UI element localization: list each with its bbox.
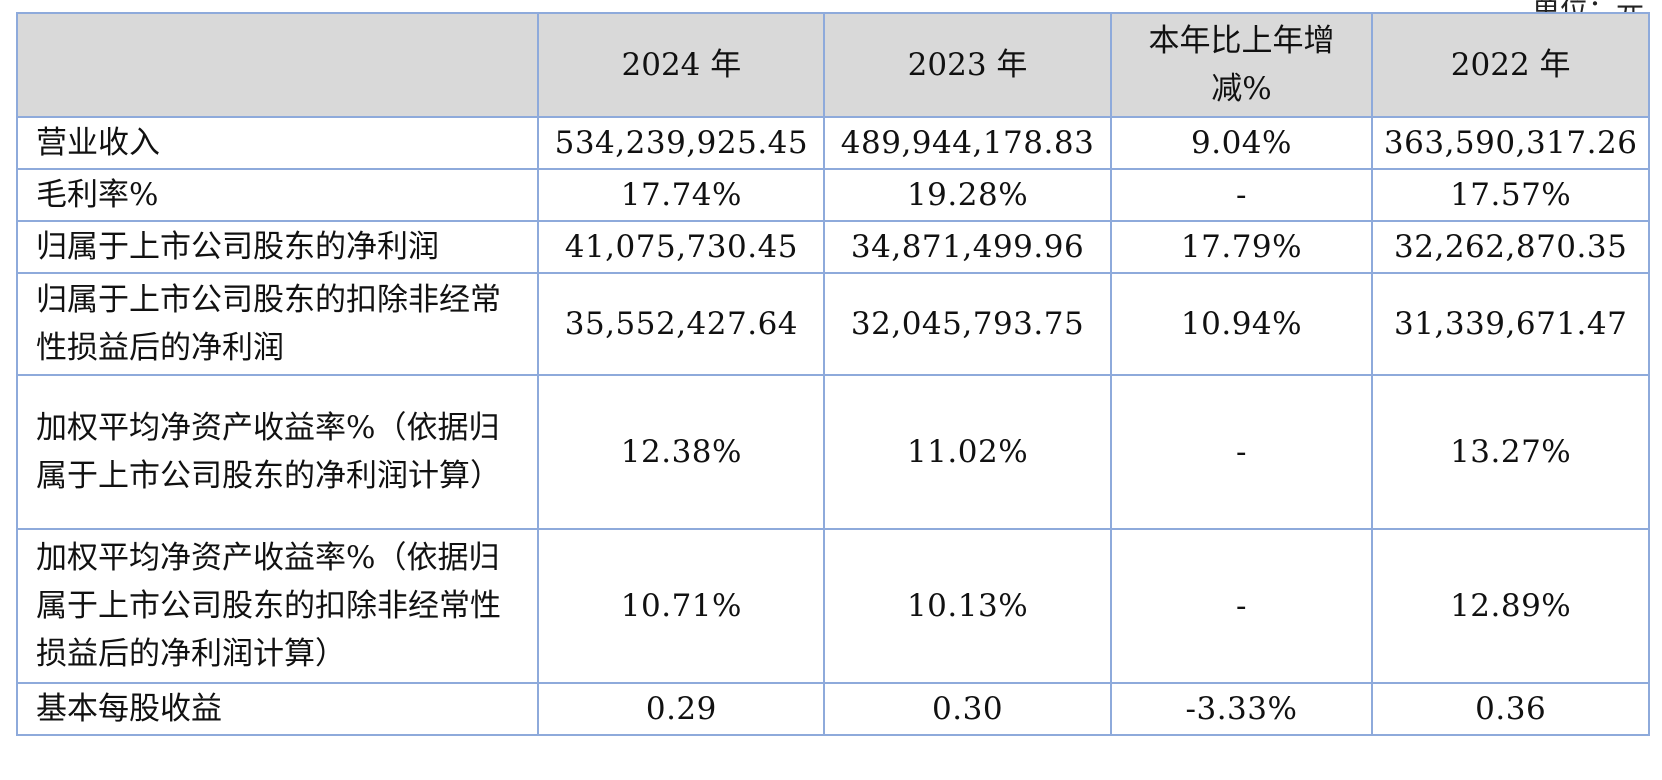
header-cell-2023: 2023 年	[823, 12, 1112, 118]
row-label: 加权平均净资产收益率%（依据归属于上市公司股东的扣除非经常性损益后的净利润计算）	[15, 528, 540, 684]
cell-2023: 489,944,178.83	[823, 116, 1112, 170]
cell-2023: 19.28%	[823, 168, 1112, 222]
cell-2023: 10.13%	[823, 528, 1112, 684]
row-label: 毛利率%	[15, 168, 540, 222]
row-label: 加权平均净资产收益率%（依据归属于上市公司股东的净利润计算）	[15, 374, 540, 530]
row-label: 基本每股收益	[15, 682, 540, 736]
cell-2023: 32,045,793.75	[823, 272, 1112, 376]
header-cell-change: 本年比上年增减%	[1109, 12, 1374, 118]
cell-2024: 10.71%	[537, 528, 826, 684]
row-label: 归属于上市公司股东的扣除非经常性损益后的净利润	[15, 272, 540, 376]
cell-2022: 31,339,671.47	[1371, 272, 1650, 376]
table-row: 毛利率% 17.74% 19.28% - 17.57%	[15, 168, 1650, 222]
cell-2024: 35,552,427.64	[537, 272, 826, 376]
cell-change: -3.33%	[1109, 682, 1374, 736]
cell-change: 17.79%	[1109, 220, 1374, 274]
header-cell-2024: 2024 年	[537, 12, 826, 118]
cell-change: -	[1109, 374, 1374, 530]
table-row: 基本每股收益 0.29 0.30 -3.33% 0.36	[15, 682, 1650, 736]
table-row: 营业收入 534,239,925.45 489,944,178.83 9.04%…	[15, 116, 1650, 170]
cell-2024: 17.74%	[537, 168, 826, 222]
cell-2023: 11.02%	[823, 374, 1112, 530]
cell-change: 9.04%	[1109, 116, 1374, 170]
row-label: 归属于上市公司股东的净利润	[15, 220, 540, 274]
cell-2023: 34,871,499.96	[823, 220, 1112, 274]
cell-change: -	[1109, 168, 1374, 222]
row-label: 营业收入	[15, 116, 540, 170]
header-cell-item	[15, 12, 540, 118]
financial-data-table: 2024 年 2023 年 本年比上年增减% 2022 年 营业收入 534,2…	[15, 12, 1650, 736]
table-row: 加权平均净资产收益率%（依据归属于上市公司股东的扣除非经常性损益后的净利润计算）…	[15, 528, 1650, 684]
table-header-row: 2024 年 2023 年 本年比上年增减% 2022 年	[15, 12, 1650, 118]
header-cell-2022: 2022 年	[1371, 12, 1650, 118]
cell-2022: 32,262,870.35	[1371, 220, 1650, 274]
table-row: 加权平均净资产收益率%（依据归属于上市公司股东的净利润计算） 12.38% 11…	[15, 374, 1650, 530]
table-row: 归属于上市公司股东的净利润 41,075,730.45 34,871,499.9…	[15, 220, 1650, 274]
cell-2024: 534,239,925.45	[537, 116, 826, 170]
cell-2024: 0.29	[537, 682, 826, 736]
cell-2024: 41,075,730.45	[537, 220, 826, 274]
cell-2022: 17.57%	[1371, 168, 1650, 222]
cell-change: 10.94%	[1109, 272, 1374, 376]
cell-2022: 363,590,317.26	[1371, 116, 1650, 170]
cell-2022: 12.89%	[1371, 528, 1650, 684]
cell-2022: 0.36	[1371, 682, 1650, 736]
cell-2023: 0.30	[823, 682, 1112, 736]
cell-change: -	[1109, 528, 1374, 684]
cell-2022: 13.27%	[1371, 374, 1650, 530]
table-row: 归属于上市公司股东的扣除非经常性损益后的净利润 35,552,427.64 32…	[15, 272, 1650, 376]
cell-2024: 12.38%	[537, 374, 826, 530]
